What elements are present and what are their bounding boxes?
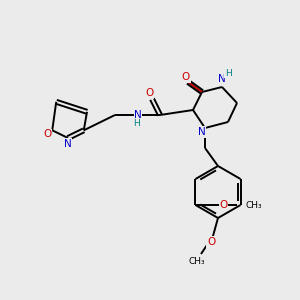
Text: N: N: [218, 74, 226, 84]
Text: O: O: [145, 88, 153, 98]
Text: H: H: [225, 68, 231, 77]
Text: N: N: [64, 139, 72, 149]
Text: O: O: [220, 200, 228, 210]
Text: H: H: [134, 119, 140, 128]
Text: N: N: [198, 127, 206, 137]
Text: CH₃: CH₃: [245, 200, 262, 209]
Text: N: N: [134, 110, 142, 120]
Text: O: O: [207, 237, 215, 247]
Text: O: O: [182, 72, 190, 82]
Text: O: O: [43, 129, 51, 139]
Text: CH₃: CH₃: [189, 256, 205, 266]
